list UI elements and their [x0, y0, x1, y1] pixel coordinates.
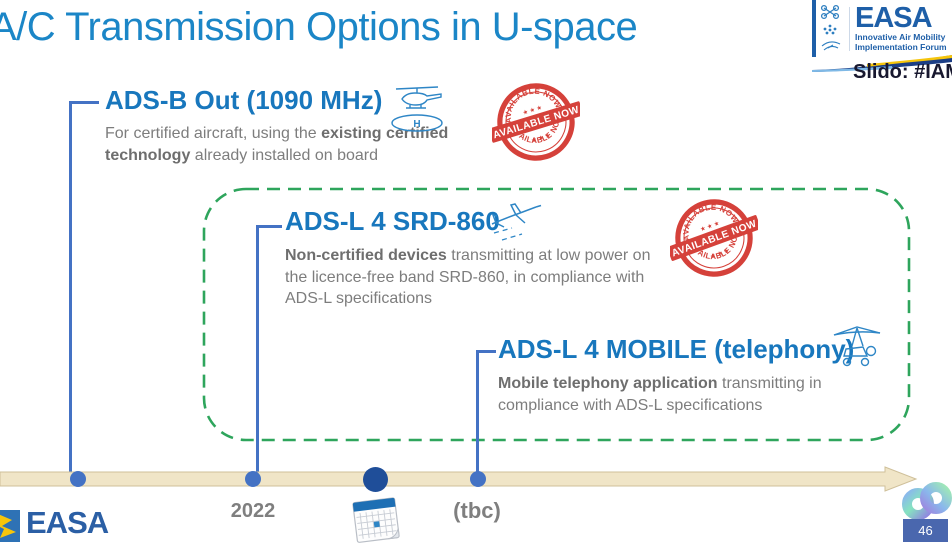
timeline-dot-adsb [70, 471, 86, 487]
easa-tagline-line1: Innovative Air Mobility [855, 32, 946, 43]
mobile-heading: ADS-L 4 MOBILE (telephony) [498, 334, 855, 364]
easa-logo: EASA Innovative Air Mobility Implementat… [812, 0, 952, 57]
mobile-description: Mobile telephony application transmittin… [498, 373, 876, 416]
timeline-tbc-label: (tbc) [453, 498, 501, 523]
timeline-year-label: 2022 [230, 500, 276, 522]
drone-icon [820, 4, 841, 50]
mobile-connector-vertical [476, 350, 479, 473]
timeline-bar [0, 466, 918, 492]
adsb-text-bold: existing certified technology [105, 125, 449, 164]
group-frame [202, 187, 911, 442]
easa-footer-logo [0, 510, 20, 542]
mobile-text: transmitting in compliance with ADS-L sp… [498, 375, 822, 414]
adsb-connector-horizontal [69, 101, 99, 104]
adsb-text: For certified aircraft, using the [105, 125, 322, 142]
mobile-text-bold: Mobile telephony application [498, 375, 718, 392]
page-title: A/C Transmission Options in U-space [0, 5, 638, 49]
srd-text: transmitting at low power on the licence… [285, 247, 651, 308]
helipad-icon: H [391, 114, 443, 132]
easa-logo-text: EASA Innovative Air Mobility Implementat… [855, 4, 947, 52]
calendar-icon [352, 497, 400, 543]
webex-logo [902, 482, 952, 520]
srd-description: Non-certified devices transmitting at lo… [285, 245, 669, 310]
srd-connector-horizontal [256, 225, 282, 228]
page-number-badge: 46 [903, 519, 948, 542]
logo-divider [849, 6, 850, 51]
air-taxi-sketch-icon [821, 40, 841, 50]
adsb-connector-vertical [69, 101, 72, 473]
easa-footer-logo-mark [0, 514, 16, 538]
available-now-stamp: AVAILABLE NOW AVAILABLE NOW ★ ★ ★ ★ ★ ★ … [670, 194, 758, 277]
page-number: 46 [918, 523, 933, 538]
timeline-dot-tbc [470, 471, 486, 487]
srd-connector-vertical [256, 225, 259, 473]
srd-heading: ADS-L 4 SRD-860 [285, 206, 500, 236]
helicopter-icon: H [391, 86, 443, 132]
timeline-dot-2022 [245, 471, 261, 487]
adsb-description: For certified aircraft, using the existi… [105, 123, 535, 166]
adsb-heading: ADS-B Out (1090 MHz) [105, 85, 383, 115]
drone-swarm-icon [823, 24, 837, 34]
easa-tagline-line2: Implementation Forum [855, 42, 947, 52]
mobile-connector-horizontal [476, 350, 496, 353]
light-aircraft-icon [491, 203, 542, 241]
logo-swoosh [812, 55, 952, 72]
easa-footer-wordmark: EASA [26, 505, 109, 540]
microlight-trike-icon [833, 326, 881, 367]
slido-hashtag: Slido: #IAM2024 [853, 61, 952, 83]
timeline-dot-current [363, 467, 388, 492]
svg-text:H: H [413, 119, 420, 130]
easa-wordmark: EASA [855, 2, 933, 35]
srd-text-bold: Non-certified devices [285, 247, 447, 264]
available-now-stamp: AVAILABLE NOW AVAILABLE NOW ★ ★ ★ ★ ★ ★ … [492, 78, 580, 161]
adsb-text: already installed on board [190, 146, 379, 164]
